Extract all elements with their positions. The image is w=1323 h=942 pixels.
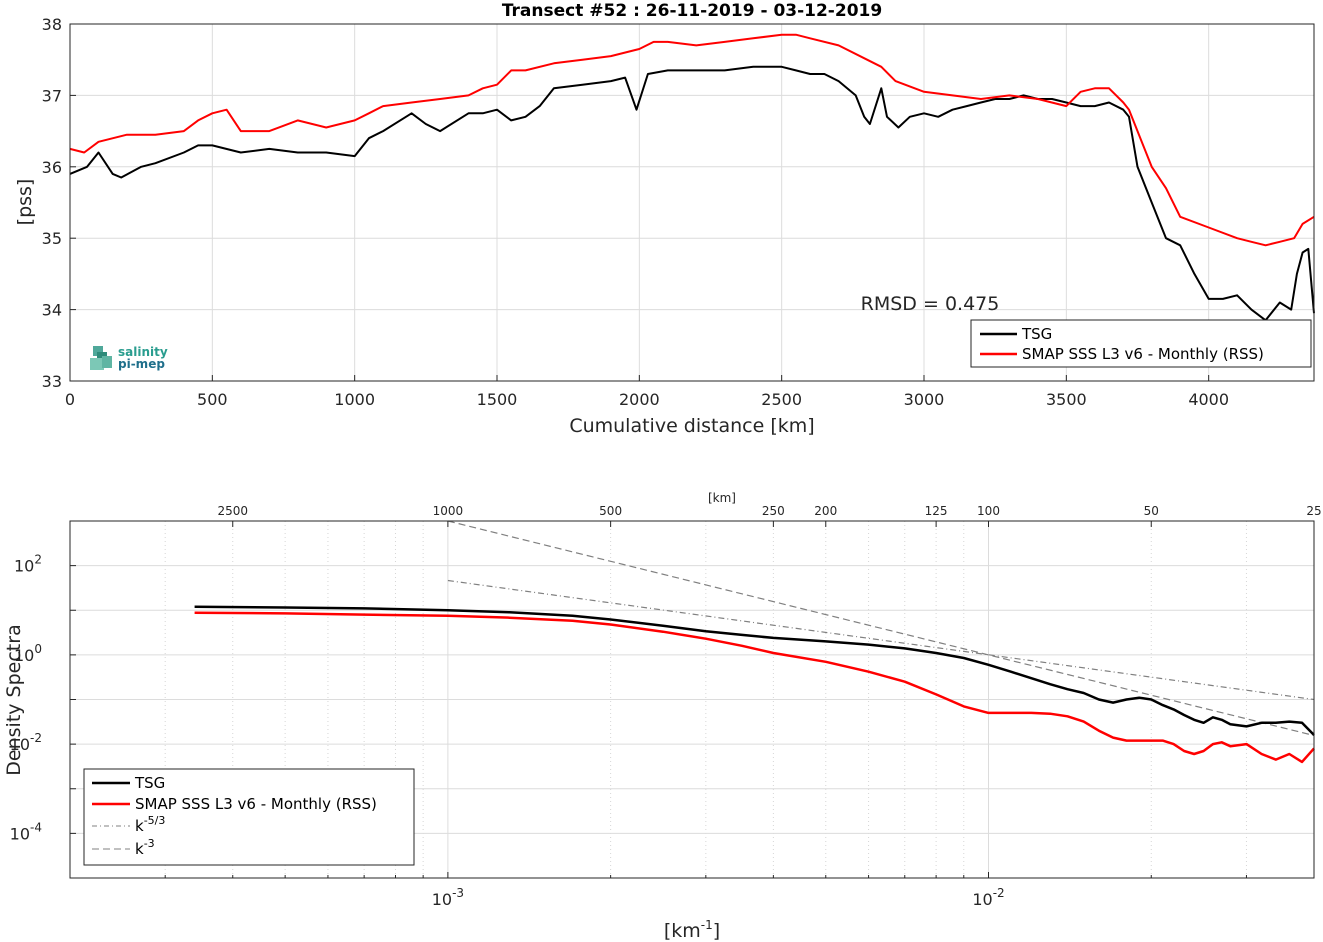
y-tick-label-2: 10-4 (10, 820, 42, 843)
x-tick-label: 3000 (904, 390, 945, 409)
y-tick-label: 34 (42, 301, 62, 320)
top-tick-label: 100 (977, 504, 1000, 518)
y-tick-label: 33 (42, 372, 62, 391)
top-tick-label: 125 (925, 504, 948, 518)
x-tick-label: 2000 (619, 390, 660, 409)
salinity-pi-mep-logo: salinity pi-mep (90, 345, 168, 371)
reference-line-k53 (447, 579, 1315, 701)
x-tick-label: 1500 (477, 390, 518, 409)
legend-label-smap-2: SMAP SSS L3 v6 - Monthly (RSS) (135, 795, 377, 813)
top-tick-label: 500 (599, 504, 622, 518)
x-tick-label-2: 10-3 (432, 886, 464, 909)
rmsd-annotation: RMSD = 0.475 (861, 293, 1000, 315)
x-axis-label: Cumulative distance [km] (569, 415, 814, 437)
x-tick-label: 4000 (1188, 390, 1229, 409)
y-tick-label-2: 102 (14, 553, 42, 576)
y-tick-label: 38 (42, 15, 62, 34)
transect-chart: Transect #52 : 26-11-2019 - 03-12-2019 0… (14, 1, 1315, 437)
legend-box-2 (83, 768, 415, 866)
logo-cube-icon-4 (102, 356, 112, 368)
reference-line-k3 (447, 520, 1315, 737)
logo-line2: pi-mep (118, 357, 165, 371)
x-tick-label: 2500 (761, 390, 802, 409)
top-tick-label: 50 (1144, 504, 1159, 518)
x-tick-label: 1000 (334, 390, 375, 409)
legend-label-tsg: TSG (1021, 325, 1052, 343)
logo-cube-icon-3 (90, 358, 104, 370)
spectrum-line-tsg (194, 605, 1315, 736)
y-tick-label: 36 (42, 158, 62, 177)
y-tick-label: 35 (42, 229, 62, 248)
y-axis-label: [pss] (14, 179, 36, 226)
top-axis-label: [km] (708, 491, 736, 505)
top-tick-label: 250 (762, 504, 785, 518)
legend-label-tsg-2: TSG (134, 774, 165, 792)
y-tick-label-2: 10-2 (10, 731, 42, 754)
top-tick-label: 2500 (217, 504, 248, 518)
y-tick-label-2: 100 (14, 642, 42, 665)
logo-cube-icon (93, 346, 103, 356)
spectrum-line-smap (194, 611, 1315, 764)
series-line-smap (69, 33, 1315, 247)
y-axis-label-2: Density Spectra (3, 624, 25, 775)
top-legend: TSG SMAP SSS L3 v6 - Monthly (RSS) (970, 319, 1312, 368)
x-tick-label: 3500 (1046, 390, 1087, 409)
top-tick-label: 200 (814, 504, 837, 518)
y-tick-label: 37 (42, 86, 62, 105)
x-tick-label-2: 10-2 (972, 886, 1004, 909)
x-axis-label-2: [km-1] (664, 918, 720, 942)
x-tick-label: 0 (65, 390, 75, 409)
chart-title: Transect #52 : 26-11-2019 - 03-12-2019 (502, 1, 882, 21)
legend-label-smap: SMAP SSS L3 v6 - Monthly (RSS) (1022, 345, 1264, 363)
plot-frame (69, 23, 1315, 382)
legend-box (970, 319, 1312, 368)
series-line-tsg (69, 65, 1315, 322)
spectra-chart: 10-3 10-2 10-4 10-2 100 102 2500 1000 500 250 200 1… (3, 491, 1322, 942)
logo-line1: salinity (118, 345, 168, 359)
top-tick-label: 25 (1306, 504, 1321, 518)
x-tick-label: 500 (197, 390, 228, 409)
top-tick-label: 1000 (433, 504, 464, 518)
bottom-legend: TSG SMAP SSS L3 v6 - Monthly (RSS) k-5/3… (83, 768, 415, 866)
